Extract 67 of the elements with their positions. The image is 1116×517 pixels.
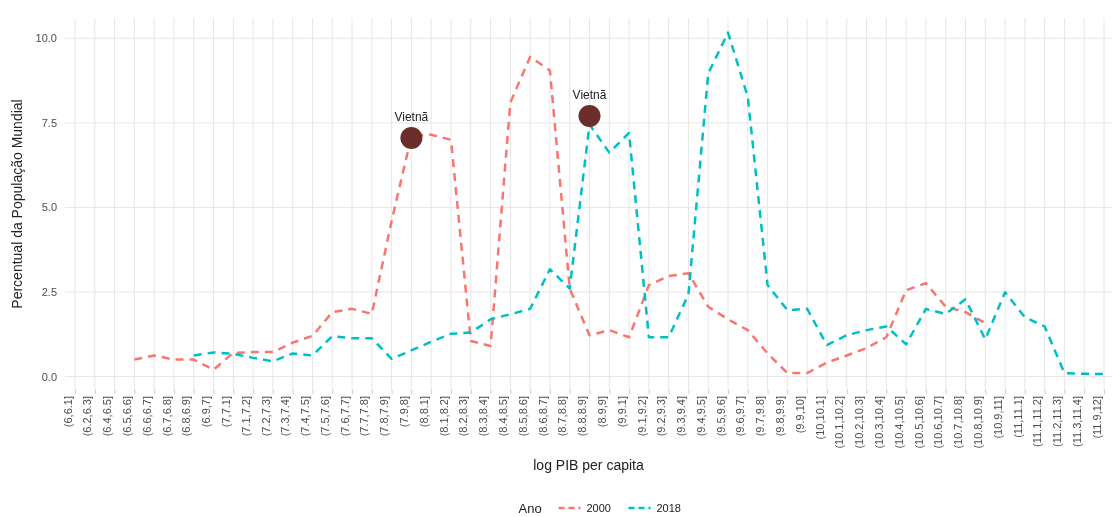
x-tick-label: (8.6,8.7] [536,396,549,437]
x-tick-label: (8.8,8.9] [576,396,589,437]
x-tick-label: (10.8,10.9] [971,396,984,449]
x-tick-label: (6.9,7] [200,396,213,428]
x-tick-label: (8.4,8.5] [497,396,509,437]
x-tick-label: (7.4,7.5] [299,396,312,437]
x-tick-label: (7.6,7.7] [338,396,351,437]
x-tick-label: (8.7,8.8] [556,396,569,437]
x-tick-label: (6.7,6.8] [160,396,173,437]
x-tick-label: (7.3,7.4] [279,396,292,437]
line-series [133,55,987,375]
x-tick-label: (10.1,10.2] [833,396,846,449]
x-tick-label: (6.2,6.3] [81,396,94,437]
x-tick-label: (6,6.1] [61,396,74,428]
x-tick-label: (9.6,9.7] [734,396,747,437]
x-tick-label: (7.8,7.9] [378,396,391,437]
x-tick-label: (10.4,10.5] [892,396,905,449]
x-tick-label: (6.6,6.7] [140,396,153,437]
y-tick-label: 0.0 [41,370,57,383]
y-tick-label: 5.0 [41,201,57,214]
x-tick-label: (9.1,9.2] [635,396,648,437]
y-tick-label: 2.5 [41,285,57,298]
x-tick-label: (7.1,7.2] [239,396,252,437]
x-tick-label: (8.9,9] [595,396,608,428]
legend-title: Ano [518,500,542,516]
legend-label: 2000 [586,501,611,514]
x-tick-label: (7.7,7.8] [358,396,371,437]
x-tick-label: (6.5,6.6] [121,396,134,437]
x-tick-label: (9.9,10] [793,396,806,434]
x-tick-label: (7.5,7.6] [318,396,331,437]
x-tick-label: (7.9,8] [398,396,411,428]
x-tick-label: (10.5,10.6] [912,396,925,449]
x-tick-label: (10,10.1] [813,396,826,440]
x-tick-label: (9.5,9.6] [714,396,727,437]
x-tick-label: (8.1,8.2] [437,396,450,437]
x-tick-label: (8.2,8.3] [457,396,470,437]
x-tick-label: (11.3,11.4] [1070,396,1083,447]
x-tick-label: (6.8,6.9] [180,396,193,437]
x-tick-label: (8.3,8.4] [477,396,490,437]
x-tick-label: (7.2,7.3] [259,396,272,437]
x-tick-label: (10.3,10.4] [872,396,885,449]
line-series [192,31,1106,376]
x-tick-label: (11.1,11.2] [1031,396,1044,447]
x-tick-label: (11,11.1] [1011,396,1024,438]
annotation: Vietnã [572,88,607,103]
x-tick-label: (10.2,10.3] [853,396,866,449]
x-tick-label: (9.7,9.8] [754,396,767,437]
x-tick-label: (6.4,6.5] [101,396,114,437]
x-tick-label: (10.7,10.8] [952,396,965,449]
annotation: Vietnã [394,110,429,125]
x-tick-label: (11.9,12] [1090,396,1103,439]
x-tick-label: (8,8.1] [417,396,430,428]
x-tick-label: (9,9.1] [615,396,628,428]
x-tick-label: (11.2,11.3] [1051,396,1064,447]
x-tick-label: (9.3,9.4] [675,396,688,437]
x-tick-label: (9.4,9.5] [694,396,707,437]
y-tick-label: 10.0 [35,32,57,45]
x-tick-label: (9.8,9.9] [774,396,787,437]
x-tick-label: (7,7.1] [219,396,232,428]
x-tick-label: (10.6,10.7] [932,396,945,449]
x-tick-label: (9.2,9.3] [655,396,668,437]
legend-label: 2018 [656,501,681,514]
x-tick-label: (8.5,8.6] [516,396,529,437]
y-axis-title: Percentual da População Mundial [9,99,25,309]
x-tick-label: (10.9,11] [991,396,1004,439]
y-tick-label: 7.5 [41,116,57,129]
x-axis-title: log PIB per capita [533,457,644,473]
